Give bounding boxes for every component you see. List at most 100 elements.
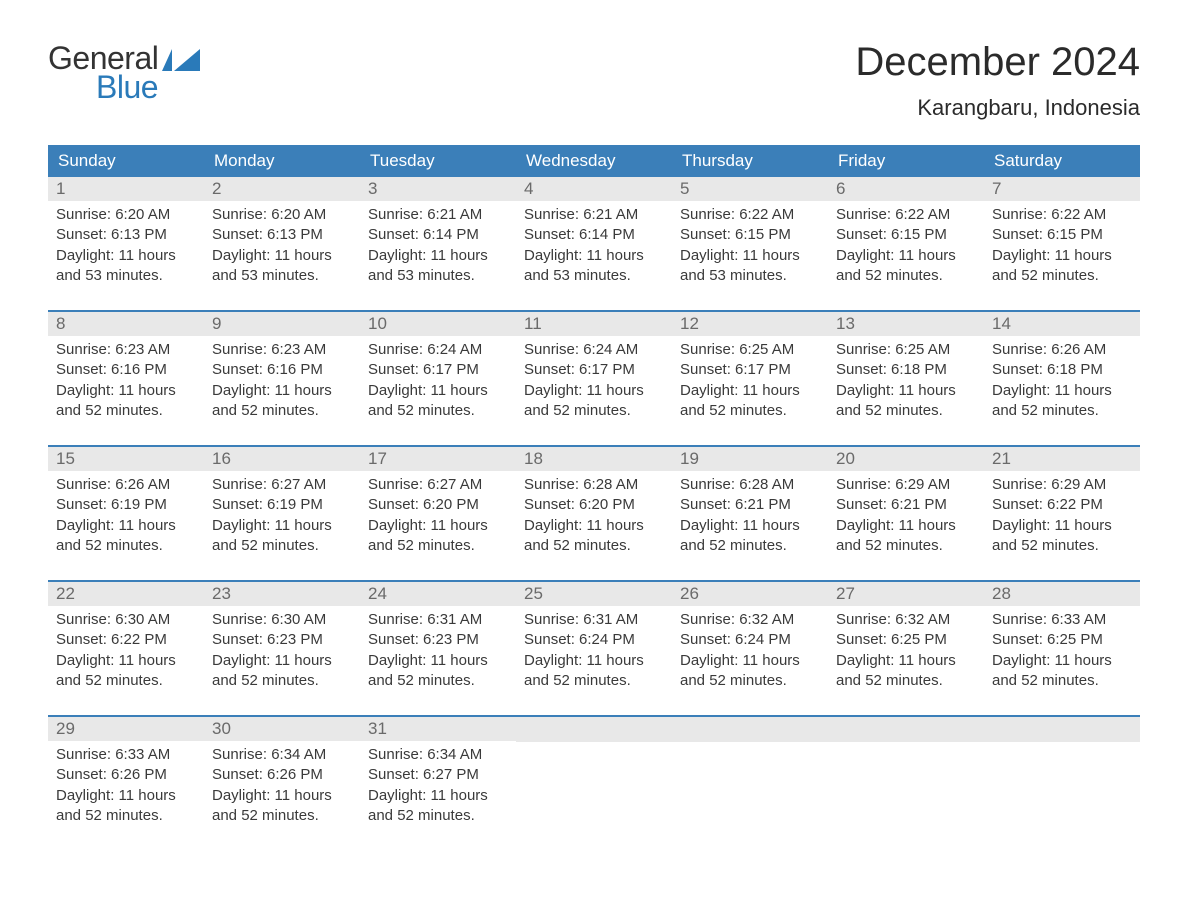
day-number: 31: [368, 719, 387, 738]
sunrise-text: Sunrise: 6:34 AM: [368, 745, 508, 765]
day-data: Sunrise: 6:31 AMSunset: 6:24 PMDaylight:…: [516, 606, 672, 691]
daylight-line1: Daylight: 11 hours: [368, 246, 508, 266]
daylight-line2: and 52 minutes.: [836, 401, 976, 421]
sunrise-text: Sunrise: 6:26 AM: [992, 340, 1132, 360]
daylight-line2: and 52 minutes.: [680, 536, 820, 556]
daylight-line1: Daylight: 11 hours: [524, 651, 664, 671]
sunrise-text: Sunrise: 6:34 AM: [212, 745, 352, 765]
page-header: General Blue December 2024 Karangbaru, I…: [48, 40, 1140, 121]
sunrise-text: Sunrise: 6:22 AM: [680, 205, 820, 225]
sunset-text: Sunset: 6:15 PM: [836, 225, 976, 245]
daylight-line1: Daylight: 11 hours: [56, 381, 196, 401]
day-data: Sunrise: 6:21 AMSunset: 6:14 PMDaylight:…: [360, 201, 516, 286]
day-number-row: 23: [204, 582, 360, 606]
sunset-text: Sunset: 6:19 PM: [56, 495, 196, 515]
sunset-text: Sunset: 6:24 PM: [524, 630, 664, 650]
daylight-line2: and 52 minutes.: [212, 806, 352, 826]
daylight-line2: and 52 minutes.: [368, 401, 508, 421]
day-number: 19: [680, 449, 699, 468]
day-number-row: 6: [828, 177, 984, 201]
calendar-cell: 6Sunrise: 6:22 AMSunset: 6:15 PMDaylight…: [828, 177, 984, 292]
day-data: Sunrise: 6:25 AMSunset: 6:17 PMDaylight:…: [672, 336, 828, 421]
day-data: Sunrise: 6:23 AMSunset: 6:16 PMDaylight:…: [48, 336, 204, 421]
sunrise-text: Sunrise: 6:24 AM: [368, 340, 508, 360]
daylight-line1: Daylight: 11 hours: [212, 381, 352, 401]
sunset-text: Sunset: 6:19 PM: [212, 495, 352, 515]
day-data: Sunrise: 6:22 AMSunset: 6:15 PMDaylight:…: [828, 201, 984, 286]
day-data: Sunrise: 6:22 AMSunset: 6:15 PMDaylight:…: [984, 201, 1140, 286]
sunrise-text: Sunrise: 6:29 AM: [836, 475, 976, 495]
day-number-row: [828, 717, 984, 742]
sunset-text: Sunset: 6:26 PM: [212, 765, 352, 785]
day-number: 9: [212, 314, 221, 333]
day-number: 21: [992, 449, 1011, 468]
day-header-row: SundayMondayTuesdayWednesdayThursdayFrid…: [48, 145, 1140, 177]
calendar-cell: 27Sunrise: 6:32 AMSunset: 6:25 PMDayligh…: [828, 582, 984, 697]
sunrise-text: Sunrise: 6:32 AM: [836, 610, 976, 630]
sunrise-text: Sunrise: 6:24 AM: [524, 340, 664, 360]
day-data: Sunrise: 6:29 AMSunset: 6:21 PMDaylight:…: [828, 471, 984, 556]
daylight-line1: Daylight: 11 hours: [56, 651, 196, 671]
day-number-row: 30: [204, 717, 360, 741]
day-number-row: 2: [204, 177, 360, 201]
day-number-row: [516, 717, 672, 742]
day-number: 5: [680, 179, 689, 198]
day-header: Monday: [204, 145, 360, 177]
sunset-text: Sunset: 6:15 PM: [992, 225, 1132, 245]
sunset-text: Sunset: 6:13 PM: [212, 225, 352, 245]
day-data: Sunrise: 6:29 AMSunset: 6:22 PMDaylight:…: [984, 471, 1140, 556]
sunrise-text: Sunrise: 6:20 AM: [56, 205, 196, 225]
day-data: Sunrise: 6:20 AMSunset: 6:13 PMDaylight:…: [48, 201, 204, 286]
day-number-row: 21: [984, 447, 1140, 471]
day-number-row: 31: [360, 717, 516, 741]
day-data: Sunrise: 6:26 AMSunset: 6:18 PMDaylight:…: [984, 336, 1140, 421]
day-data: Sunrise: 6:23 AMSunset: 6:16 PMDaylight:…: [204, 336, 360, 421]
calendar-cell-empty: [984, 717, 1140, 832]
daylight-line1: Daylight: 11 hours: [212, 246, 352, 266]
daylight-line1: Daylight: 11 hours: [680, 516, 820, 536]
day-number-row: 14: [984, 312, 1140, 336]
daylight-line2: and 52 minutes.: [368, 536, 508, 556]
daylight-line2: and 52 minutes.: [56, 671, 196, 691]
calendar-cell: 24 Sunrise: 6:31 AMSunset: 6:23 PMDayligh…: [360, 582, 516, 697]
day-number-row: 25: [516, 582, 672, 606]
calendar-cell: 31 Sunrise: 6:34 AMSunset: 6:27 PMDayligh…: [360, 717, 516, 832]
daylight-line1: Daylight: 11 hours: [680, 651, 820, 671]
calendar-week: 8Sunrise: 6:23 AMSunset: 6:16 PMDaylight…: [48, 310, 1140, 427]
sunset-text: Sunset: 6:23 PM: [212, 630, 352, 650]
day-number: 4: [524, 179, 533, 198]
daylight-line2: and 52 minutes.: [524, 671, 664, 691]
daylight-line1: Daylight: 11 hours: [836, 246, 976, 266]
sunset-text: Sunset: 6:18 PM: [992, 360, 1132, 380]
calendar-week: 1Sunrise: 6:20 AMSunset: 6:13 PMDaylight…: [48, 177, 1140, 292]
day-data: Sunrise: 6:34 AMSunset: 6:27 PMDaylight:…: [360, 741, 516, 826]
daylight-line1: Daylight: 11 hours: [56, 516, 196, 536]
sunrise-text: Sunrise: 6:30 AM: [56, 610, 196, 630]
day-number: 23: [212, 584, 231, 603]
day-number-row: 15: [48, 447, 204, 471]
sunrise-text: Sunrise: 6:33 AM: [992, 610, 1132, 630]
sunrise-text: Sunrise: 6:33 AM: [56, 745, 196, 765]
daylight-line2: and 53 minutes.: [368, 266, 508, 286]
day-header: Wednesday: [516, 145, 672, 177]
day-number: 24: [368, 584, 387, 603]
day-number-row: 10: [360, 312, 516, 336]
sunset-text: Sunset: 6:27 PM: [368, 765, 508, 785]
sunrise-text: Sunrise: 6:27 AM: [368, 475, 508, 495]
sunrise-text: Sunrise: 6:28 AM: [524, 475, 664, 495]
day-data: Sunrise: 6:28 AMSunset: 6:20 PMDaylight:…: [516, 471, 672, 556]
day-number: 13: [836, 314, 855, 333]
sunset-text: Sunset: 6:15 PM: [680, 225, 820, 245]
day-header: Tuesday: [360, 145, 516, 177]
sunset-text: Sunset: 6:16 PM: [56, 360, 196, 380]
day-number-row: 18: [516, 447, 672, 471]
calendar-week: 22Sunrise: 6:30 AMSunset: 6:22 PMDayligh…: [48, 580, 1140, 697]
day-data: Sunrise: 6:31 AMSunset: 6:23 PMDaylight:…: [360, 606, 516, 691]
daylight-line1: Daylight: 11 hours: [680, 381, 820, 401]
sunrise-text: Sunrise: 6:22 AM: [836, 205, 976, 225]
calendar-week: 15Sunrise: 6:26 AMSunset: 6:19 PMDayligh…: [48, 445, 1140, 562]
daylight-line2: and 53 minutes.: [56, 266, 196, 286]
daylight-line2: and 52 minutes.: [680, 671, 820, 691]
day-number-row: [672, 717, 828, 742]
day-number: 10: [368, 314, 387, 333]
